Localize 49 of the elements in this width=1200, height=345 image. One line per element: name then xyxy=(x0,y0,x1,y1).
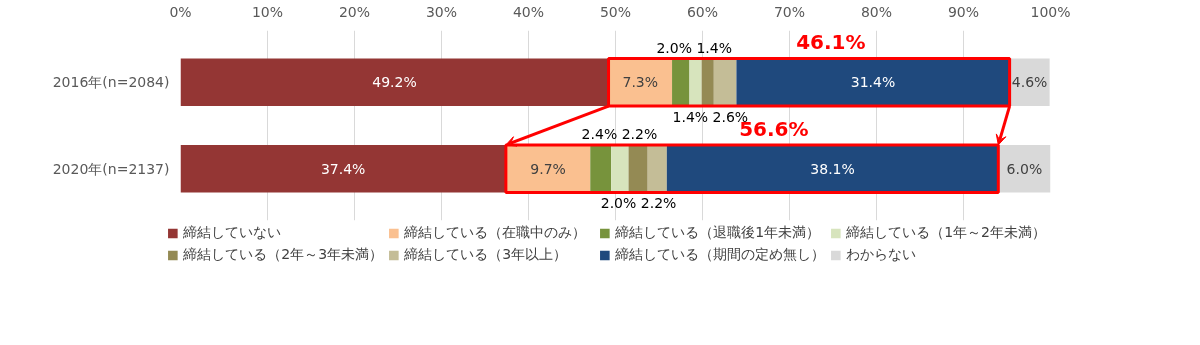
bar xyxy=(590,144,612,193)
data-label: 1.4% xyxy=(672,108,709,125)
x-tick-label: 70% xyxy=(773,3,806,20)
legend-label: わからない xyxy=(846,246,918,264)
x-tick-label: 50% xyxy=(599,3,632,20)
bar xyxy=(736,58,1010,107)
bar xyxy=(611,144,629,193)
data-label: 6.0% xyxy=(1006,160,1043,177)
data-label: 2.2% xyxy=(640,195,677,212)
data-label: 2.4% xyxy=(581,126,618,143)
data-label: 38.1% xyxy=(810,160,855,177)
data-label: 2.2% xyxy=(621,126,658,143)
x-tick-label: 60% xyxy=(686,3,719,20)
x-tick-label: 100% xyxy=(1030,3,1071,20)
legend-label: 締結している（期間の定め無し） xyxy=(615,246,826,264)
bar xyxy=(180,144,506,193)
legend-label: 締結している（在職中のみ） xyxy=(404,224,588,242)
x-tick-label: 30% xyxy=(425,3,458,20)
data-label: 1.4% xyxy=(696,39,733,56)
data-label: 2.0% xyxy=(656,39,693,56)
legend-label: 締結していない xyxy=(183,224,283,242)
bar xyxy=(672,58,690,107)
bar xyxy=(666,144,999,193)
x-tick-label: 90% xyxy=(947,3,980,20)
legend-label: 締結している（3年以上） xyxy=(404,246,569,264)
data-label: 37.4% xyxy=(320,160,366,177)
bar xyxy=(689,58,702,107)
data-label: 4.6% xyxy=(1011,74,1048,91)
data-label: 31.4% xyxy=(850,74,896,91)
bar xyxy=(180,58,609,107)
y-tick-label: 2016年(n=2084) xyxy=(52,74,170,91)
bar xyxy=(713,58,737,107)
data-label: 49.2% xyxy=(372,74,417,91)
annotation: 46.1% xyxy=(796,30,866,55)
x-tick-label: 40% xyxy=(512,3,545,20)
bar xyxy=(647,144,667,193)
bar xyxy=(701,58,714,107)
y-tick-label: 2020年(n=2137) xyxy=(52,160,170,177)
data-label: 2.0% xyxy=(600,195,637,212)
x-tick-label: 0% xyxy=(169,3,192,20)
x-tick-label: 10% xyxy=(251,3,284,20)
bar xyxy=(628,144,648,193)
data-label: 9.7% xyxy=(530,160,566,177)
x-tick-label: 80% xyxy=(860,3,893,20)
legend-label: 締結している（1年～2年未満） xyxy=(846,224,1046,242)
data-label: 7.3% xyxy=(622,74,659,91)
legend-label: 締結している（2年～3年未満） xyxy=(183,246,384,264)
legend-label: 締結している（退職後1年未満） xyxy=(615,224,821,242)
x-tick-label: 20% xyxy=(338,3,371,20)
